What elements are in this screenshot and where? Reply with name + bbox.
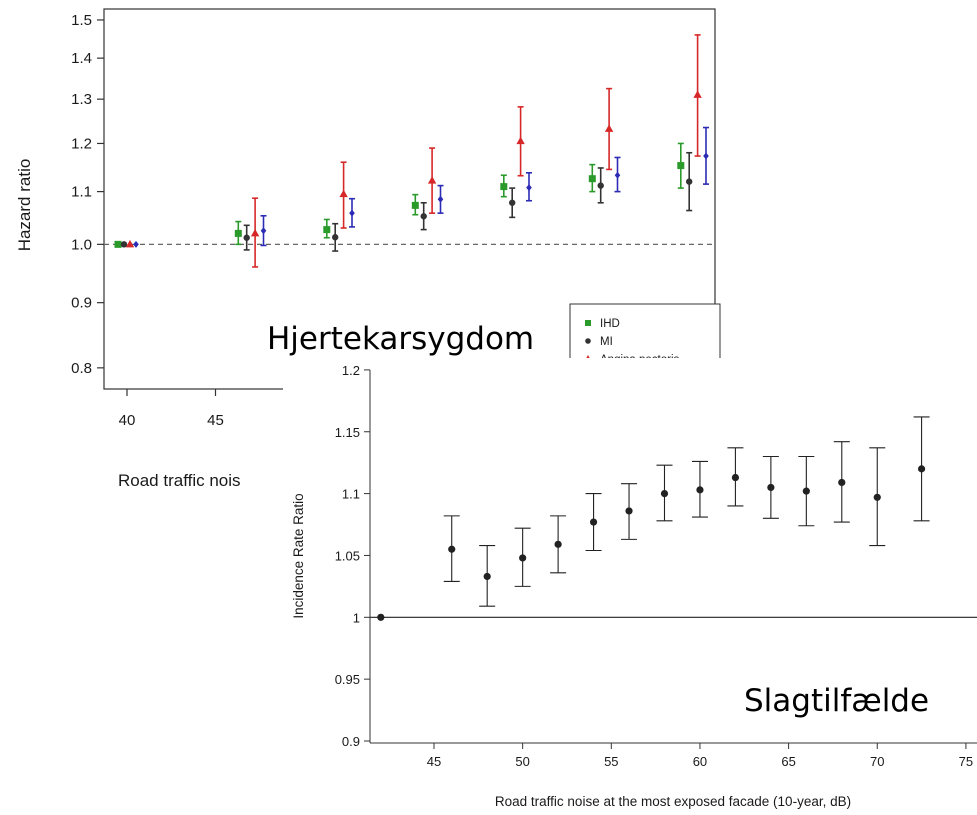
x-axis: 45 50 55 60 65 70 75 <box>427 743 973 769</box>
series4-point <box>133 240 139 248</box>
y-tick-label: 0.9 <box>342 734 360 749</box>
legend-swatch-mi <box>585 338 591 344</box>
ihd-point <box>500 183 508 191</box>
y-tick-label: 0.8 <box>71 360 92 377</box>
ihd-point <box>588 175 596 183</box>
x-axis-title: Road traffic nois <box>118 471 241 490</box>
y-tick-label: 1.05 <box>335 548 360 563</box>
legend-swatch-ihd <box>585 320 591 326</box>
mi-point <box>420 213 427 220</box>
x-tick-label: 70 <box>870 754 884 769</box>
legend-label: MI <box>600 336 613 348</box>
legend-label: IHD <box>600 318 620 330</box>
ihd-point <box>411 201 419 209</box>
irr-point <box>731 473 740 482</box>
mi-point <box>243 234 250 241</box>
y-tick-label: 1.2 <box>342 363 360 378</box>
irr-point <box>917 465 926 473</box>
y-tick-label: 1.2 <box>71 135 92 152</box>
y-tick-label: 0.9 <box>71 295 92 312</box>
irr-point <box>519 554 527 562</box>
series4-point <box>614 171 621 179</box>
x-tick-label: 45 <box>207 412 224 429</box>
incidence-rate-ratio-chart: 0.9 0.95 1 1.05 1.1 1.15 1.2 45 50 55 60 65 70 75 In… <box>283 358 977 815</box>
angina-point <box>516 136 525 145</box>
ihd-point <box>677 162 685 170</box>
irr-point <box>377 613 385 621</box>
irr-point <box>483 572 491 581</box>
angina-point <box>339 189 348 198</box>
x-tick-label: 75 <box>959 754 973 769</box>
mi-point <box>332 234 339 241</box>
irr-point <box>625 507 633 515</box>
heart-disease-label: Hjertekarsygdom <box>267 321 534 357</box>
y-tick-label: 1.0 <box>71 236 92 253</box>
y-tick-label: 1.4 <box>71 50 92 67</box>
irr-point <box>767 483 775 492</box>
x-axis: 40 45 <box>119 389 224 429</box>
irr-point <box>660 490 669 498</box>
irr-point <box>448 545 456 553</box>
hazard-ratio-chart: 0.8 0.9 1.0 1.1 1.2 1.3 1.4 1.5 40 45 Hazard rat… <box>15 8 721 490</box>
y-tick-label: 0.95 <box>335 672 360 687</box>
series4-point <box>526 184 532 192</box>
x-tick-label: 55 <box>604 754 618 769</box>
angina-point <box>250 228 260 237</box>
y-tick-label: 1.1 <box>71 184 92 201</box>
x-axis-title: Road traffic noise at the most exposed f… <box>495 794 851 809</box>
data-marks <box>114 34 709 268</box>
angina-point <box>427 176 437 184</box>
y-tick-label: 1.15 <box>335 425 360 440</box>
mi-point <box>597 182 604 189</box>
y-axis-title: Hazard ratio <box>15 159 34 252</box>
ihd-point <box>323 226 331 234</box>
irr-point <box>589 518 598 526</box>
x-tick-label: 50 <box>515 754 529 769</box>
angina-point <box>604 124 614 132</box>
irr-point <box>696 486 704 494</box>
y-axis-title: Incidence Rate Ratio <box>291 493 306 618</box>
series4-point <box>703 152 709 160</box>
x-tick-label: 60 <box>693 754 707 769</box>
x-tick-label: 65 <box>781 754 795 769</box>
x-tick-label: 40 <box>119 412 136 429</box>
stroke-label: Slagtilfælde <box>744 683 929 719</box>
irr-point <box>554 540 562 548</box>
y-tick-label: 1.1 <box>342 487 360 502</box>
panel-background <box>283 358 977 815</box>
ihd-point <box>114 240 122 248</box>
ihd-point <box>234 229 242 237</box>
mi-point <box>120 241 128 248</box>
data-marks <box>377 416 930 621</box>
irr-point <box>802 487 810 495</box>
x-tick-label: 45 <box>427 754 441 769</box>
mi-point <box>686 178 693 185</box>
y-tick-label: 1.3 <box>71 91 92 108</box>
irr-point <box>873 493 881 501</box>
y-axis: 0.8 0.9 1.0 1.1 1.2 1.3 1.4 1.5 <box>71 12 104 377</box>
series4-point <box>437 195 444 203</box>
series4-point <box>349 209 355 217</box>
angina-point <box>125 239 135 248</box>
series4-point <box>260 227 267 235</box>
irr-point <box>838 478 846 487</box>
mi-point <box>509 199 516 206</box>
y-tick-label: 1 <box>353 610 360 625</box>
angina-point <box>693 90 702 98</box>
y-axis: 0.9 0.95 1 1.05 1.1 1.15 1.2 <box>335 363 370 749</box>
y-tick-label: 1.5 <box>71 12 92 29</box>
